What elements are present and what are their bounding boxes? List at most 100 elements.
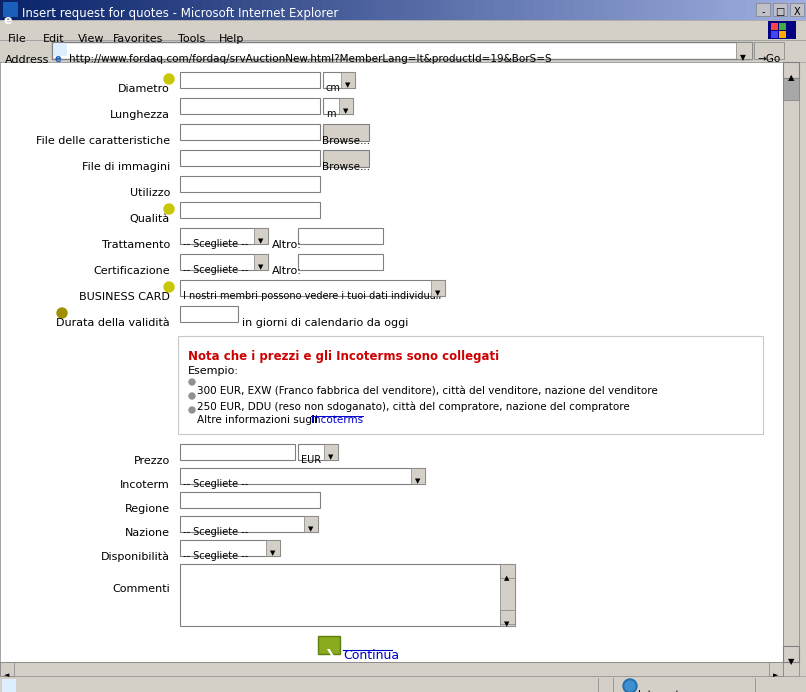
Text: Browse...: Browse... (322, 136, 370, 146)
Bar (0, 662, 14, 676)
Circle shape (164, 74, 174, 84)
Bar (403, 0, 414, 20)
Text: →Go: →Go (758, 54, 781, 64)
Bar (725, 0, 737, 20)
Text: BUSINESS CARD: BUSINESS CARD (79, 292, 170, 302)
Bar (254, 228, 268, 244)
Text: ▼: ▼ (345, 82, 351, 88)
Text: e: e (3, 691, 10, 692)
Bar (625, 0, 636, 20)
Text: ▼: ▼ (787, 657, 794, 666)
Bar (180, 72, 320, 88)
Bar (443, 0, 455, 20)
Bar (372, 0, 384, 20)
Text: ▲: ▲ (505, 575, 509, 581)
Bar (333, 0, 343, 20)
Text: m: m (326, 109, 335, 119)
Text: Incoterms: Incoterms (311, 415, 364, 425)
Text: Nota che i prezzi e gli Incoterms sono collegati: Nota che i prezzi e gli Incoterms sono c… (188, 350, 499, 363)
Text: 250 EUR, DDU (reso non sdoganato), città del compratore, nazione del compratore: 250 EUR, DDU (reso non sdoganato), città… (197, 401, 629, 412)
Bar (0, 20, 806, 40)
Bar (222, 0, 233, 20)
Bar (555, 0, 565, 20)
Bar (0, 62, 783, 662)
Bar (131, 0, 142, 20)
Bar (343, 0, 354, 20)
Bar (180, 564, 515, 626)
Bar (180, 492, 320, 508)
Bar (242, 0, 253, 20)
Bar (769, 662, 783, 676)
Bar (298, 254, 383, 270)
Text: ►: ► (773, 672, 779, 678)
Text: Incoterm: Incoterm (120, 480, 170, 490)
Text: 300 EUR, EXW (Franco fabbrica del venditore), città del venditore, nazione del v: 300 EUR, EXW (Franco fabbrica del vendit… (197, 387, 658, 397)
Text: ❯: ❯ (324, 649, 334, 662)
Bar (735, 0, 746, 20)
Bar (318, 636, 340, 654)
Bar (31, 0, 41, 20)
Text: □: □ (775, 7, 784, 17)
Bar (514, 0, 525, 20)
Bar (754, 42, 784, 59)
Bar (500, 564, 515, 578)
Bar (524, 0, 535, 20)
Text: Browse...: Browse... (322, 162, 370, 172)
Bar (322, 0, 334, 20)
Text: Disponibilità: Disponibilità (101, 552, 170, 563)
Circle shape (164, 204, 174, 214)
Bar (0, 676, 806, 692)
Text: File delle caratteristiche: File delle caratteristiche (36, 136, 170, 146)
Text: ▼: ▼ (258, 238, 264, 244)
Bar (323, 98, 353, 114)
Text: File di immagini: File di immagini (81, 162, 170, 172)
Bar (411, 468, 425, 484)
Bar (746, 0, 757, 20)
Text: -- Scegliete --: -- Scegliete -- (183, 479, 248, 489)
Bar (90, 0, 102, 20)
Bar (141, 0, 152, 20)
Text: -: - (761, 7, 765, 17)
Bar (431, 280, 445, 296)
Bar (180, 540, 280, 556)
Bar (695, 0, 706, 20)
Bar (180, 228, 268, 244)
Text: -- Scegliete --: -- Scegliete -- (183, 551, 248, 561)
Text: Internet: Internet (638, 690, 679, 692)
Text: Diametro: Diametro (118, 84, 170, 94)
Bar (771, 23, 778, 30)
Bar (266, 540, 280, 556)
Text: Edit: Edit (43, 34, 64, 44)
Bar (783, 662, 799, 676)
Bar (504, 0, 515, 20)
Circle shape (189, 393, 195, 399)
Bar (313, 0, 323, 20)
Bar (756, 3, 770, 16)
Circle shape (189, 379, 195, 385)
Bar (178, 336, 763, 434)
Text: -- Scegliete --: -- Scegliete -- (183, 527, 248, 537)
Bar (50, 0, 61, 20)
Bar (604, 0, 616, 20)
Bar (251, 0, 263, 20)
Circle shape (623, 679, 637, 692)
Text: Tools: Tools (178, 34, 206, 44)
Bar (272, 0, 283, 20)
Bar (500, 610, 515, 624)
Bar (298, 228, 383, 244)
Bar (81, 0, 92, 20)
Text: Address: Address (5, 55, 49, 65)
Text: I nostri membri possono vedere i tuoi dati individuali: I nostri membri possono vedere i tuoi da… (183, 291, 441, 301)
Bar (645, 0, 656, 20)
Bar (584, 0, 596, 20)
Bar (564, 0, 575, 20)
Bar (716, 0, 726, 20)
Bar (121, 0, 132, 20)
Bar (324, 444, 338, 460)
Bar (292, 0, 303, 20)
Text: -- Scegliete --: -- Scegliete -- (183, 239, 248, 249)
Bar (768, 21, 796, 39)
Text: -- Scegliete --: -- Scegliete -- (183, 265, 248, 275)
Text: Trattamento: Trattamento (102, 240, 170, 250)
Bar (211, 0, 222, 20)
